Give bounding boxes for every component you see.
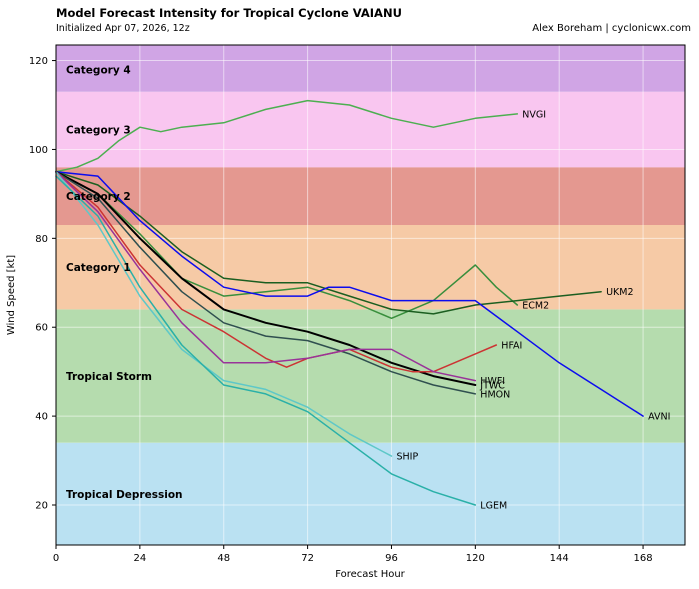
band-label-category-3: Category 3 xyxy=(66,124,131,136)
x-tick-label: 0 xyxy=(53,553,59,564)
model-line-hwfi xyxy=(55,170,477,382)
y-axis-label: Wind Speed [kt] xyxy=(6,255,17,335)
model-line-ukm2 xyxy=(55,170,602,315)
credit-text: Alex Boreham | cyclonicwx.com xyxy=(532,23,691,34)
x-tick-label: 144 xyxy=(550,553,569,564)
model-line-avni xyxy=(55,170,644,417)
x-axis-label: Forecast Hour xyxy=(335,569,405,580)
x-tick-label: 168 xyxy=(634,553,653,564)
band-category-3 xyxy=(56,91,685,168)
category-bands xyxy=(56,45,685,545)
model-line-hmon xyxy=(55,170,477,395)
band-label-category-2: Category 2 xyxy=(66,191,131,203)
band-category-4 xyxy=(56,45,685,92)
model-label-ukm2: UKM2 xyxy=(606,287,633,298)
plot-labels: Tropical Depression Tropical Storm Categor… xyxy=(66,64,670,511)
x-tick-label: 72 xyxy=(301,553,314,564)
model-label-nvgi: NVGI xyxy=(522,109,546,120)
model-label-hwfi: HWFI xyxy=(480,376,505,387)
band-category-2 xyxy=(56,167,685,225)
chart-subtitle: Initialized Apr 07, 2026, 12z xyxy=(56,23,190,34)
model-label-ship: SHIP xyxy=(397,452,419,463)
y-tick-label: 120 xyxy=(29,56,48,67)
y-tick-label: 100 xyxy=(29,145,48,156)
model-label-ecm2: ECM2 xyxy=(522,301,549,312)
model-line-nvgi xyxy=(55,99,519,173)
model-line-lgem xyxy=(55,175,477,506)
y-tick-label: 80 xyxy=(35,234,48,245)
model-label-avni: AVNI xyxy=(648,412,670,423)
band-label-tropical-depression: Tropical Depression xyxy=(66,489,183,501)
y-tick-label: 60 xyxy=(35,323,48,334)
model-line-ship xyxy=(55,170,393,457)
band-tropical-depression xyxy=(56,442,685,545)
x-tick-label: 24 xyxy=(133,553,146,564)
band-category-1 xyxy=(56,225,685,310)
model-label-hmon: HMON xyxy=(480,389,510,400)
band-label-category-1: Category 1 xyxy=(66,262,131,274)
chart-title: Model Forecast Intensity for Tropical Cy… xyxy=(56,6,402,20)
x-tick-label: 48 xyxy=(217,553,230,564)
model-line-ecm2 xyxy=(55,170,519,320)
x-tick-label: 96 xyxy=(385,553,398,564)
model-label-jtwc: JTWC xyxy=(479,381,505,392)
plot-border xyxy=(55,44,686,546)
model-lines xyxy=(55,99,644,506)
x-tick-label: 120 xyxy=(466,553,485,564)
band-label-category-4: Category 4 xyxy=(66,64,131,76)
model-label-hfai: HFAI xyxy=(501,341,522,352)
model-line-jtwc xyxy=(55,170,477,386)
y-tick-label: 40 xyxy=(35,412,48,423)
band-label-tropical-storm: Tropical Storm xyxy=(66,371,152,383)
model-label-lgem: LGEM xyxy=(480,501,507,512)
y-tick-label: 20 xyxy=(35,501,48,512)
axis-ticks: 0 24 48 72 96 120 144 168 20 40 60 80 100 120 xyxy=(29,56,653,564)
